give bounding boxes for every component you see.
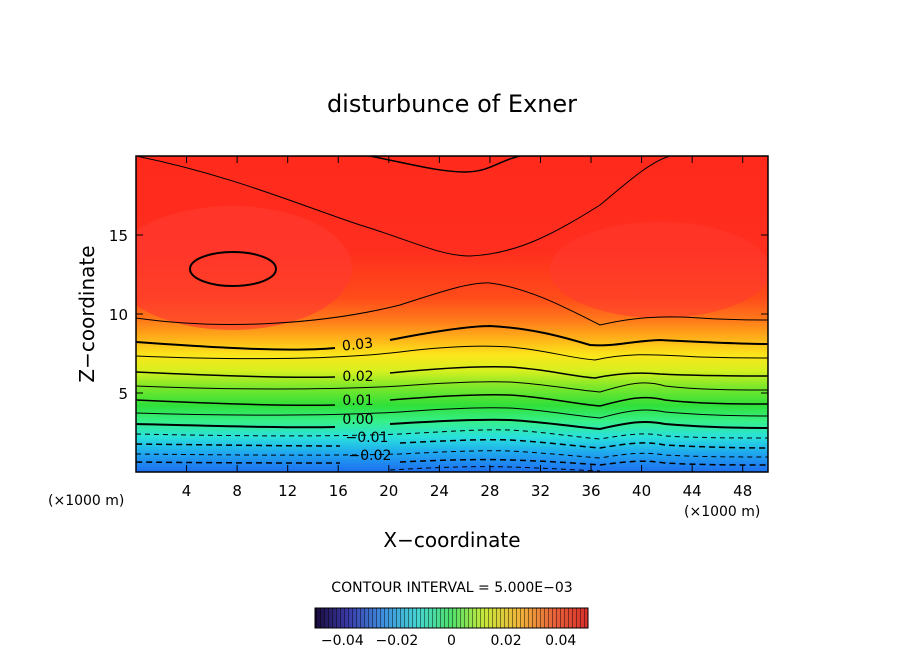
x-tick-label: 12: [278, 482, 297, 500]
colorbar-frame: [314, 607, 589, 629]
contour-interval-text: CONTOUR INTERVAL = 5.000E−03: [331, 580, 572, 596]
y-tick-label: 15: [109, 227, 128, 245]
contour-line: [136, 282, 768, 326]
contour-line-dashed-m001: [136, 438, 768, 449]
colorbar-tick-label: −0.02: [375, 633, 418, 649]
chart-title: disturbunce of Exner: [327, 90, 577, 118]
x-tick-label: 40: [632, 482, 651, 500]
contour-line: [136, 156, 671, 257]
x-axis-ticks: 4 8 12 16 20 24 28 32 36 40 44 48: [182, 156, 752, 500]
y-tick-label: 10: [109, 306, 128, 324]
x-unit-label-left: (×1000 m): [48, 493, 124, 509]
contour-label: −0.02: [349, 448, 392, 464]
contour-line-001: [136, 393, 768, 407]
x-tick-label: 20: [379, 482, 398, 500]
contour-label: 0.00: [342, 412, 373, 428]
colorbar: −0.04 −0.02 0 0.02 0.04: [314, 607, 589, 649]
x-tick-label: 44: [683, 482, 702, 500]
colorbar-tick-label: −0.04: [321, 633, 364, 649]
x-tick-label: 16: [329, 482, 348, 500]
x-tick-label: 4: [182, 482, 192, 500]
y-axis-ticks: 5 10 15: [109, 227, 768, 403]
contour-line-dashed-m002: [136, 458, 768, 466]
contour-labels: 0.03 0.02 0.01 0.00 −0.01 −0.02: [341, 335, 391, 464]
contour-line-dashed: [389, 466, 601, 472]
contour-line: [136, 345, 768, 361]
x-axis-label: X−coordinate: [383, 528, 520, 552]
contour-line: [136, 407, 768, 419]
x-tick-label: 48: [733, 482, 752, 500]
contour-closed-high: [189, 251, 277, 287]
contour-label: −0.01: [346, 430, 389, 446]
colorbar-tick-label: 0: [447, 633, 456, 649]
contour-label: 0.03: [341, 335, 374, 354]
contour-line: [136, 381, 768, 393]
colorbar-tick-label: 0.02: [491, 633, 522, 649]
y-tick-label: 5: [118, 385, 128, 403]
x-tick-label: 36: [581, 482, 600, 500]
contour-line-002: [136, 366, 768, 379]
contour-line: [369, 156, 521, 173]
x-unit-label-right: (×1000 m): [684, 504, 760, 520]
high-center-left: [136, 206, 352, 330]
colorbar-tick-label: 0.04: [545, 633, 576, 649]
colorbar-stripes: [315, 608, 588, 628]
plot-area: [136, 156, 768, 472]
colorbar-ticks: −0.04 −0.02 0 0.02 0.04: [321, 633, 577, 649]
contour-line-000: [136, 418, 768, 431]
x-tick-label: 32: [531, 482, 550, 500]
x-tick-label: 28: [480, 482, 499, 500]
contour-label: 0.01: [342, 393, 373, 409]
contour-line-003: [136, 324, 768, 351]
x-tick-label: 8: [232, 482, 242, 500]
y-axis-label: Z−coordinate: [75, 245, 99, 382]
contour-label: 0.02: [342, 369, 373, 385]
high-center-right: [550, 222, 768, 318]
x-tick-label: 24: [430, 482, 449, 500]
